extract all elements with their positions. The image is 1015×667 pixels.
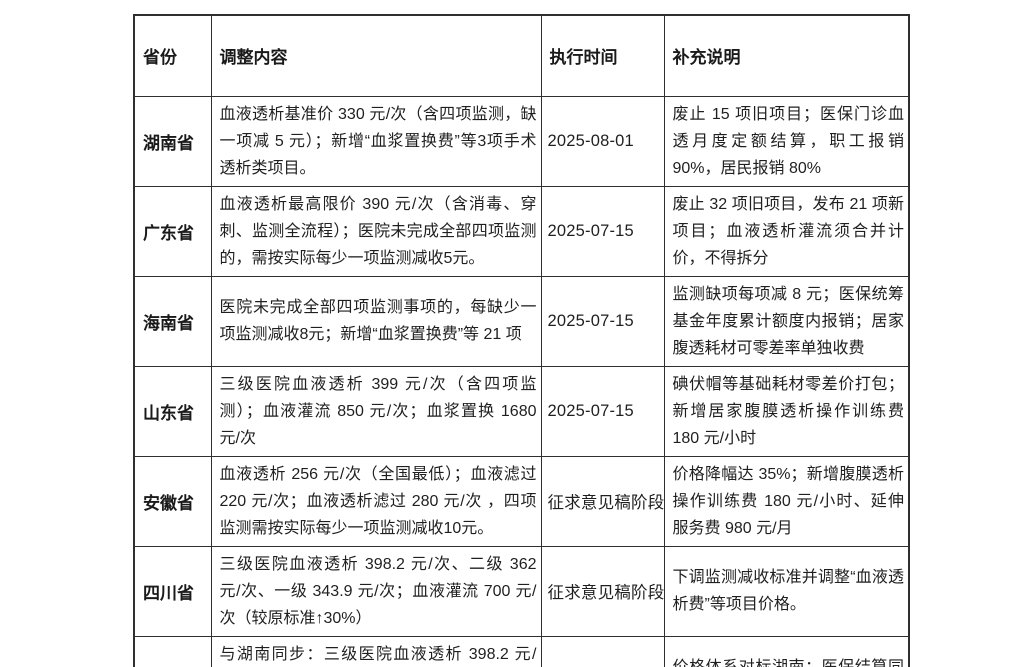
time-cell: 征求意见稿阶段 [540,545,665,637]
content-cell: 血液透析基准价 330 元/次（含四项监测，缺一项减 5 元）；新增“血浆置换费… [210,95,542,187]
header-row: 省份 调整内容 执行时间 补充说明 [133,14,910,97]
col-header-note: 补充说明 [663,14,910,97]
note-cell: 监测缺项每项减 8 元；医保统筹基金年度累计额度内报销；居家腹透耗材可零差率单独… [663,275,910,367]
province-cell: 重庆市 [133,635,212,667]
dialysis-price-adjustment-table: 省份 调整内容 执行时间 补充说明 湖南省 血液透析基准价 330 元/次（含四… [133,14,910,667]
time-cell: 2025-07-15 [540,365,665,457]
time-cell: 征求意见稿阶段 [540,455,665,547]
note-cell: 价格降幅达 35%；新增腹膜透析操作训练费 180 元/小时、延伸服务费 980… [663,455,910,547]
col-header-province: 省份 [133,14,212,97]
province-cell: 山东省 [133,365,212,457]
content-cell: 三级医院血液透析 399 元/次（含四项监测）；血液灌流 850 元/次；血浆置… [210,365,542,457]
table-row: 湖南省 血液透析基准价 330 元/次（含四项监测，缺一项减 5 元）；新增“血… [133,95,910,187]
content-cell: 与湖南同步：三级医院血液透析 398.2 元/次；医院未完成全部四项监测的，需按… [210,635,542,667]
content-cell: 医院未完成全部四项监测事项的，每缺少一项监测减收8元；新增“血浆置换费”等 21… [210,275,542,367]
province-cell: 四川省 [133,545,212,637]
col-header-time: 执行时间 [540,14,665,97]
col-header-content: 调整内容 [210,14,542,97]
table-row: 广东省 血液透析最高限价 390 元/次（含消毒、穿刺、监测全流程）；医院未完成… [133,185,910,277]
time-cell: 2025-08-01 [540,95,665,187]
table-row: 山东省 三级医院血液透析 399 元/次（含四项监测）；血液灌流 850 元/次… [133,365,910,457]
province-cell: 海南省 [133,275,212,367]
content-cell: 血液透析 256 元/次（全国最低）；血液滤过 220 元/次；血液透析滤过 2… [210,455,542,547]
note-cell: 下调监测减收标准并调整“血液透析费”等项目价格。 [663,545,910,637]
table-row: 安徽省 血液透析 256 元/次（全国最低）；血液滤过 220 元/次；血液透析… [133,455,910,547]
note-cell: 价格体系对标湖南；医保结算同湖南模式 [663,635,910,667]
province-cell: 广东省 [133,185,212,277]
table-header: 省份 调整内容 执行时间 补充说明 [133,14,910,97]
note-cell: 碘伏帽等基础耗材零差价打包；新增居家腹膜透析操作训练费 180 元/小时 [663,365,910,457]
time-cell: 2025-07-15 [540,185,665,277]
content-cell: 三级医院血液透析 398.2 元/次、二级 362 元/次、一级 343.9 元… [210,545,542,637]
table-row: 海南省 医院未完成全部四项监测事项的，每缺少一项监测减收8元；新增“血浆置换费”… [133,275,910,367]
table-row: 重庆市 与湖南同步：三级医院血液透析 398.2 元/次；医院未完成全部四项监测… [133,635,910,667]
note-cell: 废止 32 项旧项目，发布 21 项新项目；血液透析灌流须合并计价，不得拆分 [663,185,910,277]
note-cell: 废止 15 项旧项目；医保门诊血透月度定额结算，职工报销 90%，居民报销 80… [663,95,910,187]
table-body: 湖南省 血液透析基准价 330 元/次（含四项监测，缺一项减 5 元）；新增“血… [133,95,910,667]
table-row: 四川省 三级医院血液透析 398.2 元/次、二级 362 元/次、一级 343… [133,545,910,637]
province-cell: 安徽省 [133,455,212,547]
content-cell: 血液透析最高限价 390 元/次（含消毒、穿刺、监测全流程）；医院未完成全部四项… [210,185,542,277]
province-cell: 湖南省 [133,95,212,187]
time-cell: 2025-07-15 [540,275,665,367]
time-cell: 2025-08-01 [540,635,665,667]
